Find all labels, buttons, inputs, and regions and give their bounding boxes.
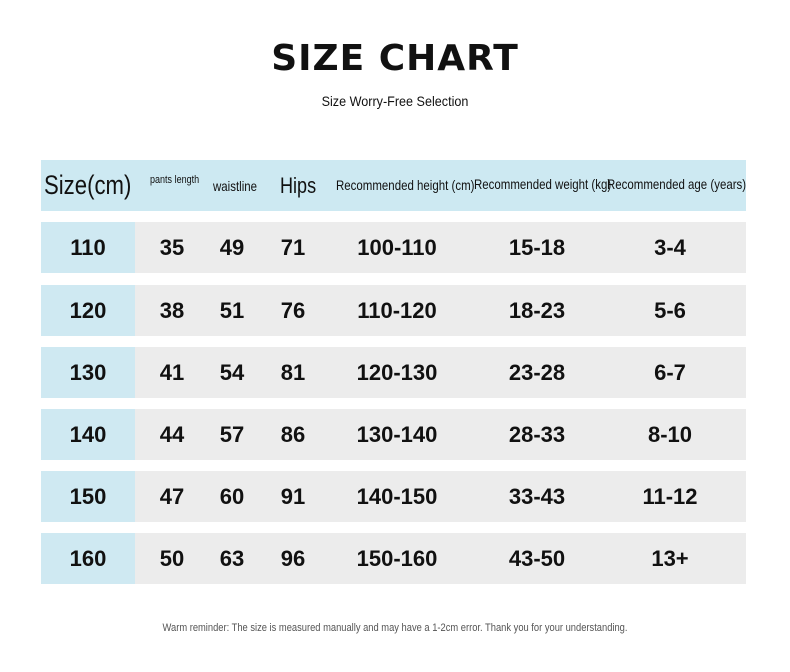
cell-height: 140-150 [356,484,438,509]
cell-size: 140 [69,422,107,447]
cell-waistline: 54 [219,360,245,385]
table-row: 140 44 57 86 130-140 28-33 8-10 [41,409,746,460]
cell-pants-length: 38 [159,298,185,323]
cell-hips: 76 [280,298,306,323]
cell-size: 150 [69,484,107,509]
cell-pants-length: 41 [159,360,185,385]
warm-reminder-note: Warm reminder: The size is measured manu… [162,622,628,634]
cell-height: 100-110 [357,235,437,260]
cell-hips: 96 [280,546,306,571]
cell-age: 5-6 [654,298,686,323]
cell-pants-length: 47 [159,484,185,509]
cell-size: 110 [70,235,106,260]
cell-age: 6-7 [654,360,686,385]
subtitle: Size Worry-Free Selection [321,93,469,109]
page-title: SIZE CHART [271,38,519,79]
cell-size: 160 [69,546,107,571]
cell-pants-length: 44 [159,422,185,447]
cell-age: 13+ [651,546,689,571]
cell-height: 110-120 [357,298,437,323]
size-cell-bg [41,222,135,273]
cell-age: 11-12 [642,484,698,509]
cell-hips: 86 [280,422,306,447]
table-row: 150 47 60 91 140-150 33-43 11-12 [41,471,746,522]
cell-pants-length: 50 [159,546,185,571]
table-row: 130 41 54 81 120-130 23-28 6-7 [41,347,746,398]
table-row: 110 35 49 71 100-110 15-18 3-4 [41,222,746,273]
cell-waistline: 49 [219,235,245,260]
table-row: 160 50 63 96 150-160 43-50 13+ [41,533,746,584]
header-hips: Hips [280,172,317,198]
cell-weight: 18-23 [508,298,566,323]
cell-weight: 43-50 [508,546,566,571]
cell-hips: 81 [280,360,306,385]
cell-waistline: 57 [219,422,245,447]
cell-hips: 71 [280,235,306,260]
table-row: 120 38 51 76 110-120 18-23 5-6 [41,285,746,336]
header-pants-length: pants length [150,173,200,186]
cell-waistline: 63 [219,546,245,571]
cell-pants-length: 35 [159,235,185,260]
cell-weight: 15-18 [508,235,566,260]
header-size: Size(cm) [44,170,132,200]
size-cell-bg [41,285,135,336]
cell-height: 130-140 [356,422,438,447]
size-cell-bg [41,347,135,398]
header-recommended-weight: Recommended weight (kg) [474,175,612,192]
header-recommended-age: Recommended age (years) [607,175,747,192]
size-cell-bg [41,409,135,460]
cell-size: 130 [69,360,107,385]
size-cell-bg [41,471,135,522]
cell-weight: 23-28 [508,360,566,385]
size-cell-bg [41,533,135,584]
cell-weight: 33-43 [508,484,566,509]
cell-weight: 28-33 [508,422,566,447]
cell-waistline: 51 [219,298,245,323]
cell-height: 150-160 [356,546,438,571]
cell-hips: 91 [280,484,306,509]
cell-size: 120 [69,298,107,323]
header-recommended-height: Recommended height (cm) [336,176,475,193]
header-waistline: waistline [213,177,258,194]
cell-age: 3-4 [654,235,686,260]
table-header: Size(cm) pants length waistline Hips Rec… [41,160,746,211]
cell-waistline: 60 [219,484,245,509]
cell-height: 120-130 [356,360,438,385]
cell-age: 8-10 [647,422,693,447]
